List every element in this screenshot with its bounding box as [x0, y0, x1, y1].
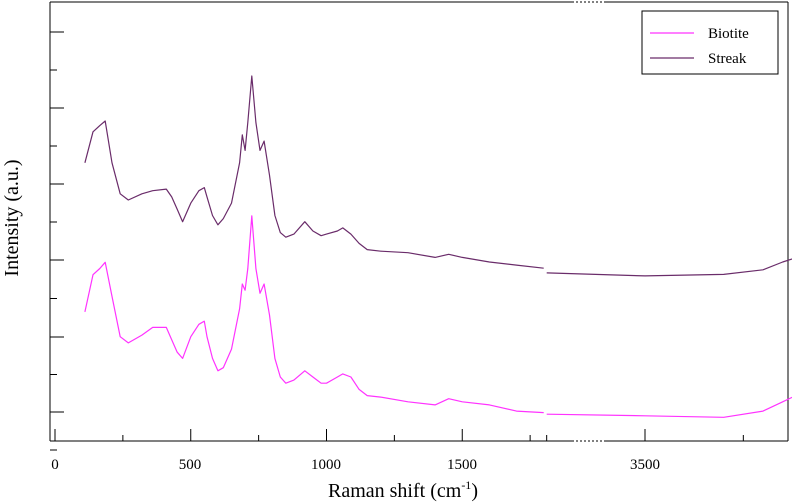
- x-axis-title-main: Raman shift (cm: [328, 480, 462, 502]
- axes-frame: [49, 1, 789, 442]
- x-tick-labels: 0 500 1000 1500 3500: [51, 457, 660, 473]
- legend-label-streak: Streak: [708, 51, 747, 67]
- x-axis-title-sup: -1: [461, 478, 471, 492]
- series-line-biotite-segment-2: [546, 396, 792, 418]
- series-layer: [84, 75, 792, 418]
- x-tick-label-1000: 1000: [311, 457, 341, 473]
- legend-label-biotite: Biotite: [708, 26, 749, 42]
- series-line-biotite-segment-1: [84, 215, 544, 414]
- x-tick-label-500: 500: [179, 457, 202, 473]
- x-tick-label-0: 0: [51, 457, 59, 473]
- legend-box: [641, 10, 779, 75]
- y-axis-title: Intensity (a.u.): [1, 159, 23, 276]
- x-tick-label-3500: 3500: [630, 457, 660, 473]
- legend: Biotite Streak: [641, 10, 779, 75]
- x-axis-title-close: ): [471, 480, 478, 502]
- series-line-streak-segment-1: [84, 75, 544, 269]
- axis-ticks: [50, 31, 744, 451]
- x-tick-label-1500: 1500: [447, 457, 477, 473]
- x-axis-title: Raman shift (cm-1): [328, 478, 478, 502]
- series-line-streak-segment-2: [546, 258, 792, 277]
